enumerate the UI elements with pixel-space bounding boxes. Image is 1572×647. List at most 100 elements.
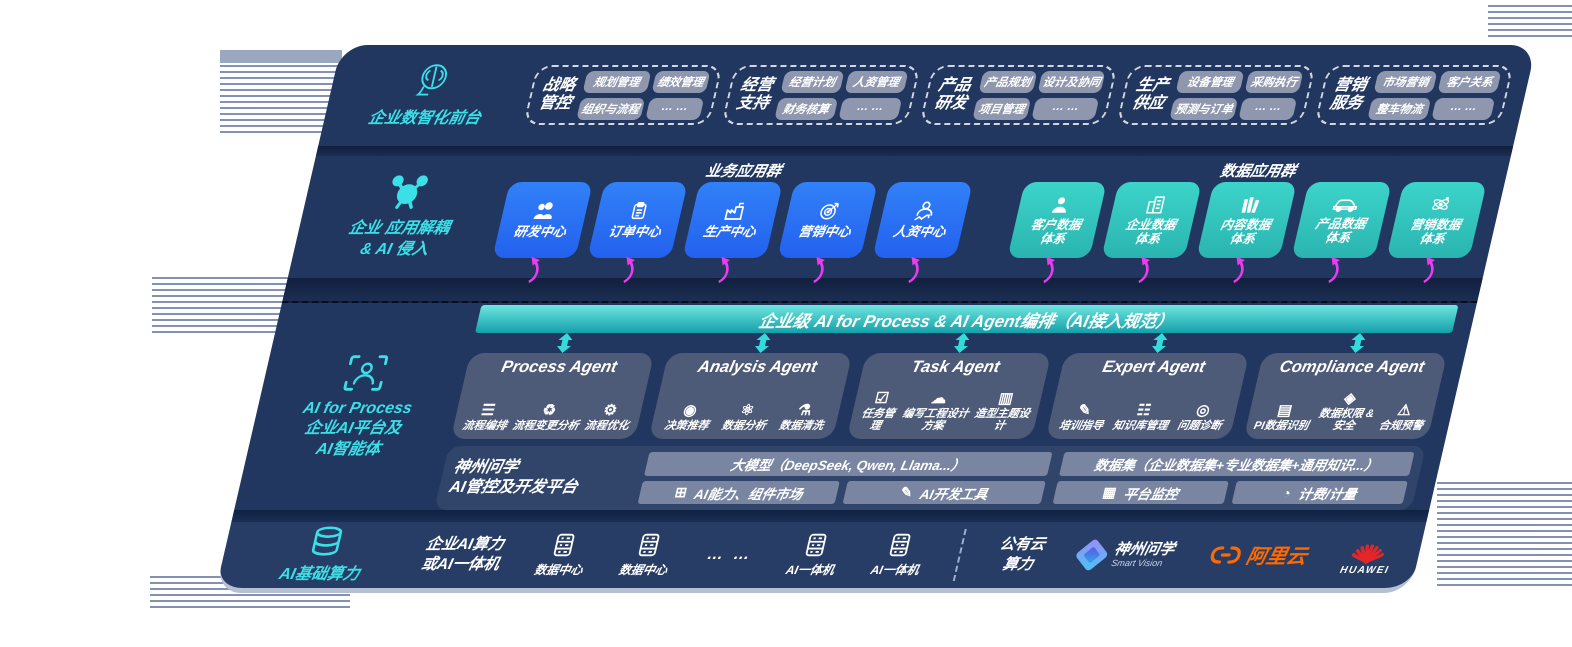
huawei-logo: HUAWEI bbox=[1339, 534, 1398, 576]
factory-icon bbox=[724, 202, 745, 220]
front-group-strategy: 战略 管控 规划管理 绩效管理 组织与流程 … … bbox=[522, 65, 723, 126]
ai-inject-arrow bbox=[1138, 256, 1150, 283]
apps-layer-row: 企业 应用解耦 & AI 侵入 业务应用群 bbox=[288, 156, 1511, 283]
app-box-label: 订单中心 bbox=[607, 223, 663, 239]
datacenter-node: 数据中心 bbox=[533, 532, 592, 578]
huawei-flower-icon bbox=[1352, 544, 1385, 564]
platform-data-column: 数据集（企业数据集+专业数据集+通用知识...） ▦ 平台监控 ◔ 计费/计量 bbox=[1052, 452, 1415, 505]
stripe-capband bbox=[220, 50, 342, 63]
capability-market-bar: ⊞ AI能力、组件市场 bbox=[637, 480, 841, 505]
app-box-label: 企业数据 体系 bbox=[1124, 217, 1178, 246]
layer-separator bbox=[315, 145, 1514, 156]
app-box-label: 内容数据 体系 bbox=[1219, 217, 1273, 246]
team-icon bbox=[533, 202, 554, 219]
ai-layer-rail: AI for Process 企业AI平台及 AI智能体 bbox=[234, 303, 482, 510]
chip: 客户关系 bbox=[1437, 70, 1502, 93]
platform-label: 神州问学 AI管控及开发平台 bbox=[447, 458, 580, 497]
updown-arrow-icon bbox=[1151, 333, 1168, 354]
database-icon bbox=[311, 526, 343, 556]
chip: 整车物流 bbox=[1367, 97, 1432, 120]
app-box-label: 研发中心 bbox=[512, 223, 568, 239]
diagnosis-icon: ◎ bbox=[1194, 402, 1212, 420]
updown-arrow-icon bbox=[557, 333, 573, 354]
brain-head-icon bbox=[415, 64, 447, 96]
app-box-label: 客户数据 体系 bbox=[1029, 217, 1083, 246]
app-marketing-center: 营销中心 bbox=[777, 181, 878, 283]
agent-title: Process Agent bbox=[499, 358, 619, 377]
chip: 项目管理 bbox=[971, 97, 1032, 120]
front-group-title: 战略 管控 bbox=[536, 77, 578, 113]
front-group-chips: 经营计划 人资管理 财务核算 … … bbox=[774, 70, 909, 120]
process-agent: Process Agent ☰ 流程编排 ♻ 流程变更分析 ⚙ bbox=[450, 333, 659, 440]
ai-layer-label: AI for Process 企业AI平台及 AI智能体 bbox=[301, 399, 414, 459]
gauge-icon: ◔ bbox=[1280, 484, 1293, 501]
smartvision-diamond-icon bbox=[1074, 538, 1109, 572]
ai-layer-content: 企业级 AI for Process & AI Agent编排（AI接入规范） … bbox=[434, 303, 1477, 511]
stripe-block-top-left bbox=[220, 65, 342, 137]
app-box-label: 人资中心 bbox=[891, 223, 948, 239]
server-icon bbox=[553, 533, 575, 557]
front-groups: 战略 管控 规划管理 绩效管理 组织与流程 … … 经营 支持 经营计划 bbox=[518, 45, 1536, 146]
person-icon bbox=[1051, 197, 1066, 213]
component-market-icon: ⊞ bbox=[673, 484, 689, 501]
agent-item: ⚛ 数据分析 bbox=[720, 402, 768, 433]
updown-arrow-icon bbox=[755, 333, 771, 354]
platform-board: 企业数智化前台 战略 管控 规划管理 绩效管理 组织与流程 … … bbox=[215, 45, 1537, 593]
app-order-center: 订单中心 bbox=[587, 181, 688, 283]
chip: 产品规划 bbox=[978, 70, 1038, 93]
front-group-operation: 经营 支持 经营计划 人资管理 财务核算 … … bbox=[720, 65, 921, 126]
ai-appliance-node: AI一体机 bbox=[784, 532, 843, 578]
ellipsis: … … bbox=[705, 545, 755, 563]
infra-content: 企业AI算力 或AI一体机 数据中心 bbox=[416, 522, 1426, 588]
app-rnd-center: 研发中心 bbox=[492, 181, 593, 283]
data-boxes: 客户数据 体系 bbox=[1006, 181, 1487, 283]
ai-inject-arrow bbox=[623, 256, 636, 283]
person-scan-icon bbox=[343, 354, 389, 391]
chip: 组织与流程 bbox=[576, 97, 645, 120]
monitor-bar: ▦ 平台监控 bbox=[1052, 480, 1229, 505]
agent-item: ⚙ 流程优化 bbox=[583, 402, 631, 433]
chip: 经营计划 bbox=[780, 70, 845, 93]
change-analysis-icon: ♻ bbox=[540, 402, 558, 420]
ai-inject-arrow bbox=[1422, 256, 1435, 283]
public-cloud-label: 公有云 算力 bbox=[997, 536, 1047, 573]
smartvision-logo: 神州问学 Smart Vision bbox=[1074, 538, 1177, 572]
infra-rail: AI基础算力 bbox=[216, 522, 431, 588]
task-agent: Task Agent ☑ 任务管理 ☁ 编写工程设计方案 ▥ bbox=[846, 333, 1056, 440]
agent-item: ☰ 流程编排 bbox=[461, 402, 508, 433]
app-content-data: 内容数据 体系 bbox=[1196, 181, 1298, 283]
agent-item: ▥ 造型主题设计 bbox=[973, 390, 1032, 433]
agent-item: ◈ 数据权限 & 安全 bbox=[1317, 390, 1376, 433]
alicloud-logo: 阿里云 bbox=[1207, 540, 1311, 569]
hr-people-icon bbox=[914, 201, 933, 221]
chip: 财务核算 bbox=[774, 97, 838, 120]
agent-item: ♻ 流程变更分析 bbox=[511, 402, 580, 433]
apps-layer-rail: 企业 应用解耦 & AI 侵入 bbox=[288, 156, 516, 278]
ai-inject-arrow bbox=[718, 256, 731, 283]
chip: … … bbox=[1431, 97, 1496, 120]
app-box-label: 营销中心 bbox=[796, 223, 853, 239]
datacenter-node: 数据中心 bbox=[617, 532, 676, 578]
dev-tools-icon: ✎ bbox=[898, 484, 915, 501]
agent-item: ⚗ 数据清洗 bbox=[777, 402, 825, 433]
business-boxes: 研发中心 bbox=[492, 181, 973, 283]
chip: 规划管理 bbox=[582, 70, 652, 93]
workflow-icon: ☰ bbox=[479, 402, 497, 420]
agent-title: Expert Agent bbox=[1100, 358, 1207, 377]
front-group-title: 经营 支持 bbox=[734, 77, 775, 113]
front-layer-row: 企业数智化前台 战略 管控 规划管理 绩效管理 组织与流程 … … bbox=[318, 45, 1536, 146]
chip: 设备管理 bbox=[1175, 70, 1245, 93]
infra-label: AI基础算力 bbox=[277, 565, 362, 583]
apps-content: 业务应用群 研发中心 bbox=[488, 156, 1511, 283]
ai-orchestration-bar: 企业级 AI for Process & AI Agent编排（AI接入规范） bbox=[474, 305, 1459, 334]
engineering-doc-icon: ☁ bbox=[929, 390, 949, 408]
agent-item: ◉ 决策推荐 bbox=[663, 402, 710, 433]
app-product-data: 产品数据 体系 bbox=[1291, 181, 1393, 283]
chip: … … bbox=[644, 97, 705, 120]
billing-bar: ◔ 计费/计量 bbox=[1231, 480, 1408, 505]
target-icon bbox=[820, 202, 840, 220]
app-marketing-data: 营销数据 体系 bbox=[1386, 181, 1487, 283]
server-icon bbox=[638, 533, 660, 557]
app-box-label: 营销数据 体系 bbox=[1408, 217, 1463, 246]
data-group-header: 数据应用群 bbox=[1218, 162, 1298, 180]
